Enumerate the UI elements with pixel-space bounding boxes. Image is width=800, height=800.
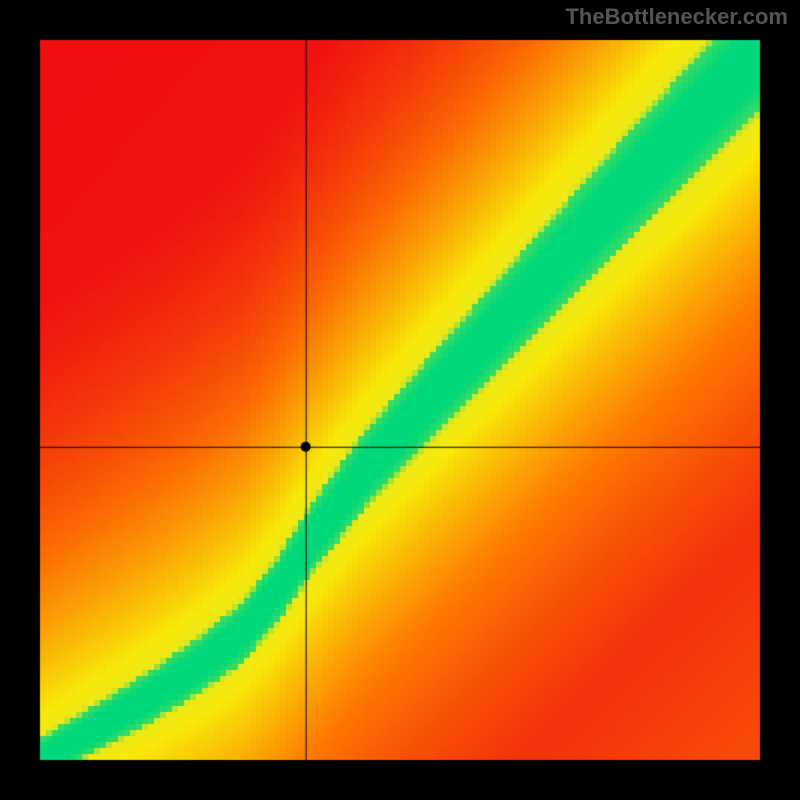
attribution-text: TheBottlenecker.com [565,4,788,30]
heatmap-canvas [0,0,800,800]
chart-container: TheBottlenecker.com [0,0,800,800]
